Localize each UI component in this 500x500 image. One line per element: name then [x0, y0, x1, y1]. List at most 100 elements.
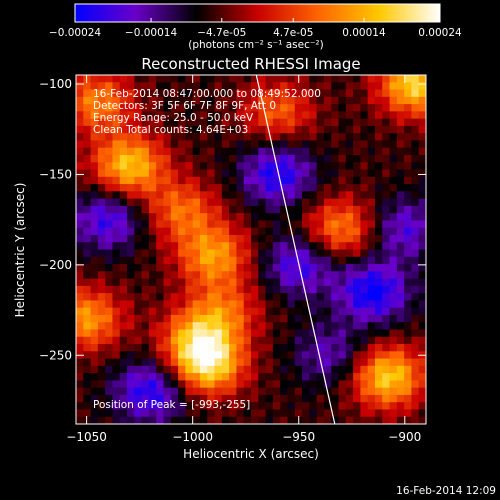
heatmap-cell [185, 380, 194, 389]
heatmap-cell [90, 125, 99, 134]
heatmap-cell [404, 351, 412, 359]
heatmap-cell [112, 336, 121, 345]
heatmap-cell [236, 234, 245, 243]
heatmap-cell [294, 220, 303, 229]
heatmap-cell [287, 322, 296, 330]
heatmap-cell [229, 162, 237, 170]
heatmap-cell [272, 358, 281, 367]
heatmap-cell [338, 89, 347, 98]
heatmap-cell [163, 336, 172, 345]
heatmap-cell [214, 402, 223, 410]
heatmap-cell [374, 380, 383, 389]
heatmap-cell [294, 300, 303, 309]
heatmap-cell [229, 227, 237, 236]
heatmap-cell [316, 322, 325, 330]
heatmap-cell [396, 184, 405, 192]
heatmap-cell [272, 75, 281, 83]
heatmap-cell [199, 205, 208, 214]
heatmap-cell [323, 358, 332, 367]
heatmap-cell [360, 184, 369, 192]
heatmap-cell [331, 125, 339, 134]
heatmap-cell [331, 351, 339, 359]
heatmap-cell [316, 365, 325, 374]
heatmap-cell [331, 133, 339, 141]
heatmap-cell [265, 264, 274, 272]
heatmap-cell [236, 118, 245, 127]
heatmap-cell [265, 198, 274, 207]
heatmap-cell [331, 104, 339, 112]
heatmap-cell [97, 89, 106, 98]
heatmap-cell [272, 402, 281, 410]
heatmap-cell [316, 176, 325, 185]
heatmap-cell [345, 278, 354, 287]
heatmap-cell [251, 213, 259, 221]
heatmap-cell [374, 351, 383, 359]
heatmap-cell [272, 205, 281, 214]
heatmap-cell [112, 256, 121, 265]
heatmap-cell [185, 227, 194, 236]
heatmap-cell [374, 293, 383, 301]
heatmap-cell [309, 365, 318, 374]
heatmap-cell [192, 89, 201, 98]
heatmap-cell [353, 256, 361, 265]
heatmap-cell [214, 300, 223, 309]
heatmap-cell [382, 365, 390, 374]
heatmap-cell [199, 322, 208, 330]
heatmap-cell [302, 344, 310, 352]
heatmap-cell [105, 75, 113, 83]
heatmap-cell [178, 162, 186, 170]
heatmap-cell [185, 278, 194, 287]
heatmap-cell [90, 198, 99, 207]
heatmap-cell [243, 133, 252, 141]
heatmap-cell [360, 154, 369, 163]
heatmap-cell [323, 285, 332, 294]
heatmap-cell [127, 278, 135, 287]
heatmap-cell [272, 351, 281, 359]
heatmap-cell [294, 373, 303, 381]
heatmap-cell [302, 307, 310, 316]
heatmap-cell [119, 82, 128, 90]
heatmap-cell [236, 82, 245, 90]
heatmap-cell [221, 82, 230, 90]
heatmap-cell [156, 184, 164, 192]
heatmap-cell [229, 256, 237, 265]
heatmap-cell [302, 373, 310, 381]
heatmap-cell [258, 358, 266, 367]
heatmap-cell [309, 191, 318, 199]
heatmap-cell [163, 365, 172, 374]
heatmap-cell [148, 300, 157, 309]
heatmap-cell [309, 125, 318, 134]
heatmap-cell [221, 322, 230, 330]
x-axis-label: Heliocentric X (arcsec) [183, 447, 319, 461]
heatmap-cell [221, 373, 230, 381]
heatmap-cell [338, 234, 347, 243]
heatmap-cell [229, 373, 237, 381]
heatmap-cell [389, 278, 398, 287]
heatmap-cell [345, 96, 354, 105]
heatmap-cell [229, 147, 237, 156]
heatmap-cell [404, 205, 412, 214]
heatmap-cell [302, 205, 310, 214]
heatmap-cell [141, 89, 150, 98]
heatmap-cell [185, 285, 194, 294]
heatmap-cell [148, 213, 157, 221]
heatmap-cell [389, 176, 398, 185]
heatmap-cell [294, 271, 303, 279]
heatmap-cell [316, 293, 325, 301]
heatmap-cell [236, 336, 245, 345]
heatmap-cell [316, 314, 325, 323]
heatmap-cell [294, 118, 303, 127]
heatmap-cell [229, 344, 237, 352]
heatmap-cell [207, 213, 215, 221]
heatmap-cell [134, 96, 143, 105]
heatmap-cell [418, 162, 426, 170]
heatmap-cell [404, 271, 412, 279]
heatmap-cell [141, 242, 150, 250]
heatmap-cell [199, 336, 208, 345]
heatmap-cell [280, 409, 288, 418]
heatmap-cell [396, 96, 405, 105]
heatmap-cell [382, 176, 390, 185]
heatmap-cell [265, 293, 274, 301]
heatmap-cell [97, 205, 106, 214]
heatmap-cell [353, 169, 361, 178]
